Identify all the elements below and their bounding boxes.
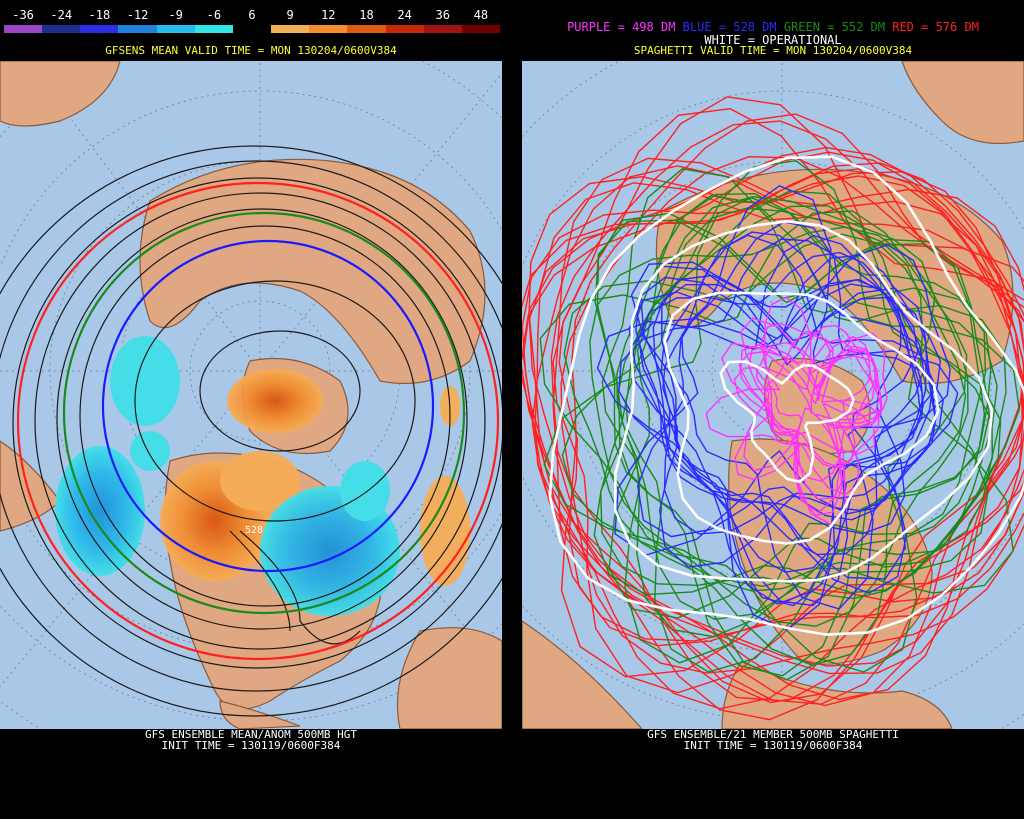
height-contours: [0, 145, 502, 717]
colorbar-segment: [347, 25, 386, 33]
spaghetti-member-contour: [528, 162, 1024, 701]
spaghetti-member-contour: [589, 226, 969, 627]
colorbar-segment: [385, 25, 424, 33]
spaghetti-member-contour: [748, 344, 883, 501]
legend-red: RED = 576 DM: [892, 20, 979, 34]
colorbar-tick-label: -6: [206, 8, 222, 22]
spaghetti-legend: PURPLE = 498 DM BLUE = 528 DM GREEN = 55…: [522, 20, 1024, 34]
legend-blue: BLUE = 528 DM: [682, 20, 777, 34]
spaghetti-member-contour: [628, 278, 923, 607]
mean-footer-line1: GFS ENSEMBLE MEAN/ANOM 500MB HGT: [145, 728, 357, 741]
key-contours: [16, 181, 500, 661]
colorbar-tick-label: -12: [126, 8, 149, 22]
spaghetti-member-contour: [618, 238, 906, 535]
colorbar-segment: [271, 25, 310, 33]
colorbar-segment: [4, 25, 43, 33]
spaghetti-member-contour: [539, 210, 968, 673]
operational-contour: [663, 291, 940, 545]
colorbar-tick-label: 9: [286, 8, 294, 22]
colorbar-tick-label: 48: [473, 8, 489, 22]
contour-label: 528: [245, 525, 263, 536]
colorbar-segment: [232, 25, 272, 33]
colorbar-segment: [118, 25, 157, 33]
spaghetti-member-contour: [558, 96, 1024, 678]
colorbar-tick-label: 24: [397, 8, 412, 22]
operational-legend: WHITE = OPERATIONAL: [704, 33, 842, 47]
spaghetti-panel: PURPLE = 498 DM BLUE = 528 DM GREEN = 55…: [522, 0, 1024, 819]
spaghetti-member-contour: [734, 330, 880, 481]
colorbar-segment: [461, 25, 501, 33]
colorbar-tick-label: -36: [12, 8, 34, 22]
operational-contour: [613, 219, 994, 583]
spaghetti-member-contour: [614, 185, 959, 556]
spaghetti-member-contour: [738, 324, 871, 469]
colorbar-tick-label: 18: [359, 8, 374, 22]
spaghetti-member-contour: [599, 204, 994, 600]
legend-purple: PURPLE = 498 DM: [567, 20, 676, 34]
spaghetti-member-contour: [617, 196, 998, 638]
spaghetti-member-contour: [637, 251, 925, 556]
colorbar-tick-label: 6: [248, 8, 256, 22]
mean-map-title: GFSENS MEAN VALID TIME = MON 130204/0600…: [105, 44, 397, 57]
spaghetti-footer-line1: GFS ENSEMBLE/21 MEMBER 500MB SPAGHETTI: [647, 728, 899, 741]
spaghetti-member-contour: [661, 274, 937, 607]
operational-contour: [719, 360, 855, 484]
spaghetti-member-contour: [568, 113, 1024, 647]
colorbar-tick-label: 12: [321, 8, 336, 22]
colorbar-tick-label: -18: [88, 8, 111, 22]
spaghetti-member-contour: [616, 192, 992, 621]
colorbar-tick-label: 36: [435, 8, 450, 22]
colorbar-segment: [156, 25, 195, 33]
colorbar-tick-label: -24: [50, 8, 73, 22]
anomaly-colorbar: [4, 25, 501, 33]
spaghetti-member-contour: [721, 335, 880, 526]
colorbar-segment: [423, 25, 462, 33]
spaghetti-map[interactable]: [522, 61, 1024, 729]
spaghetti-member-contour: [630, 244, 951, 610]
spaghetti-contours: [522, 96, 1024, 721]
colorbar-segment: [42, 25, 81, 33]
spaghetti-member-contour: [660, 231, 927, 535]
spaghetti-member-contour: [531, 165, 1024, 710]
spaghetti-footer-line2: INIT TIME = 130119/0600F384: [683, 739, 863, 752]
spaghetti-member-contour: [596, 212, 986, 677]
operational-contour: [548, 155, 1024, 636]
colorbar-segment: [80, 25, 119, 33]
spaghetti-member-contour: [596, 234, 919, 580]
anomaly-shading: [55, 336, 470, 616]
spaghetti-member-contour: [560, 155, 1024, 674]
mean-footer-line2: INIT TIME = 130119/0600F384: [161, 739, 341, 752]
spaghetti-member-contour: [594, 219, 990, 681]
legend-green: GREEN = 552 DM: [783, 20, 885, 34]
spaghetti-member-contour: [522, 151, 1024, 675]
spaghetti-member-contour: [608, 159, 1020, 619]
mean-anomaly-map[interactable]: 528: [0, 61, 502, 729]
spaghetti-member-contour: [765, 341, 883, 482]
panel-divider: [502, 0, 522, 819]
ensemble-mean-panel: -36 -24 -18 -12 -9 -6 6 9 12 18 24 36 48 GFSENS MEAN…: [0, 0, 502, 819]
colorbar-segment: [194, 25, 233, 33]
spaghetti-member-contour: [743, 296, 878, 472]
colorbar-segment: [309, 25, 348, 33]
colorbar-tick-label: -9: [168, 8, 183, 22]
spaghetti-map-title: SPAGHETTI VALID TIME = MON 130204/0600V3…: [633, 44, 913, 57]
spaghetti-member-contour: [705, 322, 876, 455]
spaghetti-member-contour: [629, 254, 942, 594]
